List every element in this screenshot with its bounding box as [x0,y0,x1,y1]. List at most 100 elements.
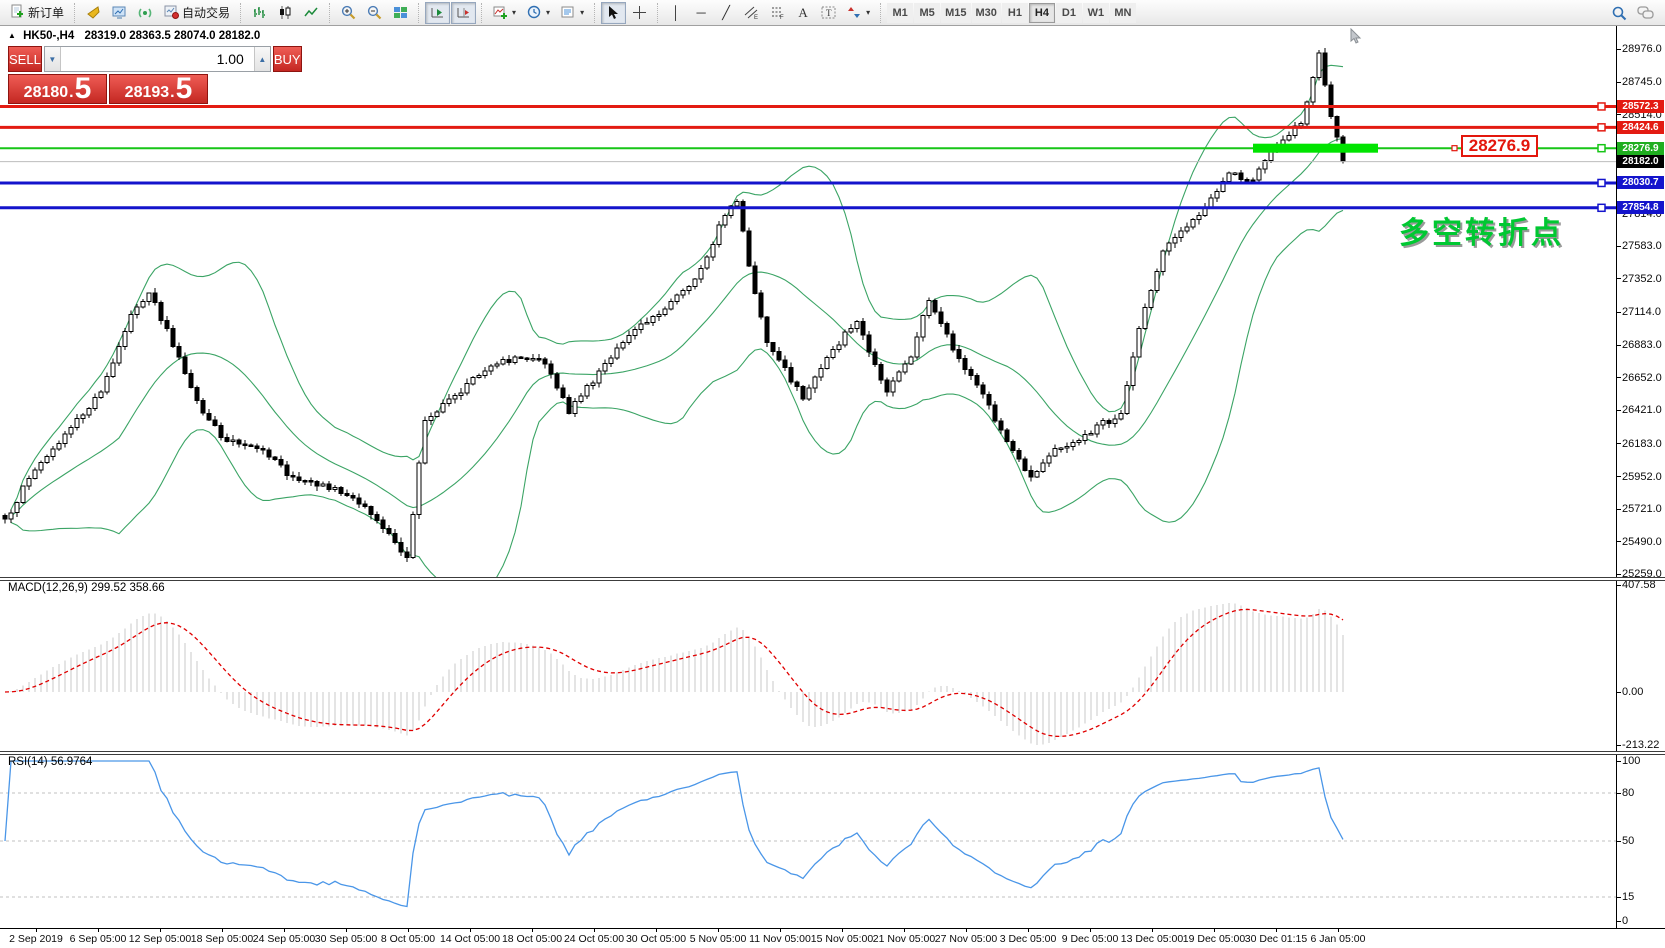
toolbar-separator [481,2,483,23]
pane-separator-macd[interactable] [0,577,1665,581]
time-axis-label: 27 Nov 05:00 [934,933,998,945]
bar-chart-button[interactable] [247,2,272,24]
rsi-axis-label: 50 [1622,835,1635,847]
timeframe-button-W1[interactable]: W1 [1082,2,1109,23]
cursor-icon [609,6,619,19]
time-axis-label: 9 Dec 05:00 [1061,933,1119,945]
crosshair-tool-button[interactable] [627,2,652,24]
axis-tick-mark [1616,897,1621,898]
macd-indicator-pane[interactable] [0,580,1616,751]
signals-button[interactable] [133,2,158,24]
time-axis-label: 12 Sep 05:00 [128,933,192,945]
volume-input[interactable] [60,47,254,71]
vertical-line-tool-button[interactable]: │ [664,2,688,24]
search-button[interactable] [1606,2,1632,24]
timeframe-button-M15[interactable]: M15 [941,2,971,23]
price-axis-label: 28745.0 [1622,76,1662,89]
timeframe-button-M5[interactable]: M5 [914,2,941,23]
main-price-chart[interactable] [0,26,1616,577]
timeframe-button-M1[interactable]: M1 [887,2,914,23]
time-axis-label: 19 Dec 05:00 [1182,933,1246,945]
templates-button[interactable]: ▾ [556,2,589,24]
rsi-axis-label: 100 [1622,755,1641,767]
price-axis-chip: 28030.7 [1617,176,1664,190]
text-label-tool-button[interactable]: T [816,2,841,24]
price-axis-label: 27352.0 [1622,272,1662,285]
collapse-trade-panel-icon[interactable]: ▲ [8,31,16,40]
time-axis-label: 11 Nov 05:00 [749,933,811,945]
trendline-icon: ╱ [722,5,730,20]
time-axis-label: 15 Nov 05:00 [810,933,874,945]
timeframe-button-H1[interactable]: H1 [1001,2,1028,23]
bullish-candles [8,52,1322,558]
time-axis-tick [160,928,161,932]
line-end-marker[interactable] [1597,143,1606,153]
channel-tool-button[interactable]: E [739,2,764,24]
dropdown-arrow-icon: ▾ [512,8,517,17]
zoom-in-button[interactable] [336,2,361,24]
chat-button[interactable] [1632,2,1660,24]
support-band-highlight[interactable] [1253,143,1378,153]
toolbar-separator [240,2,242,23]
autotrading-label: 自动交易 [182,6,231,20]
zoom-out-button[interactable] [362,2,387,24]
line-chart-icon [304,7,318,17]
price-axis-label: 27114.0 [1622,306,1661,319]
time-axis-tick [408,928,409,932]
timeframe-button-M30[interactable]: M30 [971,2,1001,23]
time-axis-tick [346,928,347,932]
terminal-button[interactable] [107,2,132,24]
line-end-marker[interactable] [1597,123,1606,132]
time-axis-tick [470,928,471,932]
horizontal-line-tool-button[interactable]: ─ [689,2,713,24]
fibonacci-tool-button[interactable]: F [765,2,790,24]
timeframe-button-D1[interactable]: D1 [1055,2,1082,23]
time-axis-label: 24 Sep 05:00 [252,933,316,945]
volume-increase-button[interactable]: ▲ [253,47,270,71]
market-watch-button[interactable] [81,2,106,24]
new-order-button[interactable]: 新订单 [5,2,69,24]
chart-shift-button[interactable] [451,1,477,24]
pane-separator-rsi[interactable] [0,751,1665,755]
autotrading-button[interactable]: 自动交易 [159,2,235,24]
sell-price-display[interactable]: 28180 . 5 [8,74,107,104]
auto-scroll-button[interactable] [425,1,451,24]
candlestick-chart-button[interactable] [273,2,298,24]
zoom-out-icon [367,5,382,20]
line-chart-button[interactable] [299,2,324,24]
axis-tick-mark [1616,793,1621,794]
buy-price-display[interactable]: 28193 . 5 [109,74,208,104]
axis-tick-mark [1616,692,1621,693]
bar-chart-icon [254,7,266,18]
price-level-callout[interactable]: 28276.9 [1461,135,1538,157]
turning-point-annotation[interactable]: 多空转折点 [1399,217,1564,250]
line-end-marker[interactable] [1597,102,1606,111]
arrows-icon [848,7,861,18]
buy-button[interactable]: BUY [272,46,302,72]
timeframe-button-H4[interactable]: H4 [1028,2,1055,23]
time-axis-label: 30 Sep 05:00 [314,933,378,945]
line-end-marker[interactable] [1597,203,1606,213]
cursor-tool-button[interactable] [601,1,627,24]
axis-tick-mark [1616,345,1621,346]
price-axis-label: 26183.0 [1622,437,1662,450]
indicators-button[interactable]: ▾ [488,2,521,24]
volume-spinner: ▼ ▲ [43,46,271,72]
rsi-indicator-pane[interactable] [0,754,1616,928]
time-axis-tick [532,928,533,932]
volume-decrease-button[interactable]: ▼ [44,47,61,71]
time-axis-tick [904,928,905,932]
sell-button[interactable]: SELL [8,46,42,72]
trendline-tool-button[interactable]: ╱ [714,2,738,24]
timeframe-button-MN[interactable]: MN [1109,2,1136,23]
time-axis-label: 14 Oct 05:00 [439,933,501,945]
sell-price-pip: 5 [74,72,92,105]
periods-button[interactable]: ▾ [522,2,555,24]
text-tool-button[interactable]: A [791,2,815,24]
one-click-trading-panel: SELL ▼ ▲ BUY 28180 . 5 28193 . 5 [8,46,302,104]
line-end-marker[interactable] [1597,178,1606,188]
rsi-axis-label: 0 [1622,915,1629,927]
macd-pane-label: MACD(12,26,9) 299.52 358.66 [8,582,165,594]
arrows-tool-button[interactable]: ▾ [842,2,875,24]
tile-windows-button[interactable] [388,2,413,24]
